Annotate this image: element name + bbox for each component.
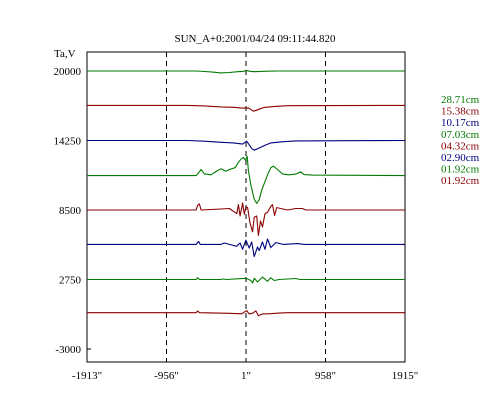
y-axis-label: Ta,V — [54, 48, 76, 60]
y-tick-label-2: 8500 — [59, 205, 82, 217]
legend-entry-0: 28.71cm — [441, 94, 480, 106]
series-line-1 — [87, 104, 406, 112]
x-axis: -1913" -956" 1" 958" 1915" — [72, 358, 418, 382]
x-tick-label-3: 958" — [315, 370, 336, 382]
x-tick-label-1: -956" — [154, 370, 179, 382]
legend-entry-1: 15.38cm — [441, 106, 480, 118]
y-tick-label-0: 20000 — [54, 66, 82, 78]
series-line-4 — [87, 202, 405, 236]
y-tick-label-3: 2750 — [59, 275, 82, 287]
legend-entry-2: 10.17cm — [441, 117, 480, 129]
x-tick-label-0: -1913" — [72, 370, 102, 382]
legend: 28.71cm15.38cm10.17cm07.03cm04.32cm02.90… — [441, 94, 480, 187]
series-line-5 — [87, 238, 405, 258]
legend-entry-6: 01.92cm — [441, 164, 480, 176]
series-line-0 — [87, 69, 405, 74]
x-tick-label-2: 1" — [241, 370, 251, 382]
y-tick-label-4: -3000 — [55, 344, 81, 356]
chart-title: SUN_A+0:2001/04/24 09:11:44.820 — [174, 33, 336, 45]
series-line-2 — [87, 139, 406, 151]
series-group — [87, 69, 406, 317]
series-line-3 — [87, 155, 406, 204]
series-line-6 — [87, 276, 405, 284]
legend-entry-3: 07.03cm — [441, 129, 480, 141]
x-tick-label-4: 1915" — [392, 370, 419, 382]
series-line-7 — [87, 310, 405, 317]
y-tick-label-1: 14250 — [54, 136, 82, 148]
y-axis: 20000 14250 8500 2750 -3000 — [54, 66, 91, 356]
legend-entry-4: 04.32cm — [441, 140, 480, 152]
legend-entry-5: 02.90cm — [441, 152, 480, 164]
legend-entry-7: 01.92cm — [441, 175, 480, 187]
